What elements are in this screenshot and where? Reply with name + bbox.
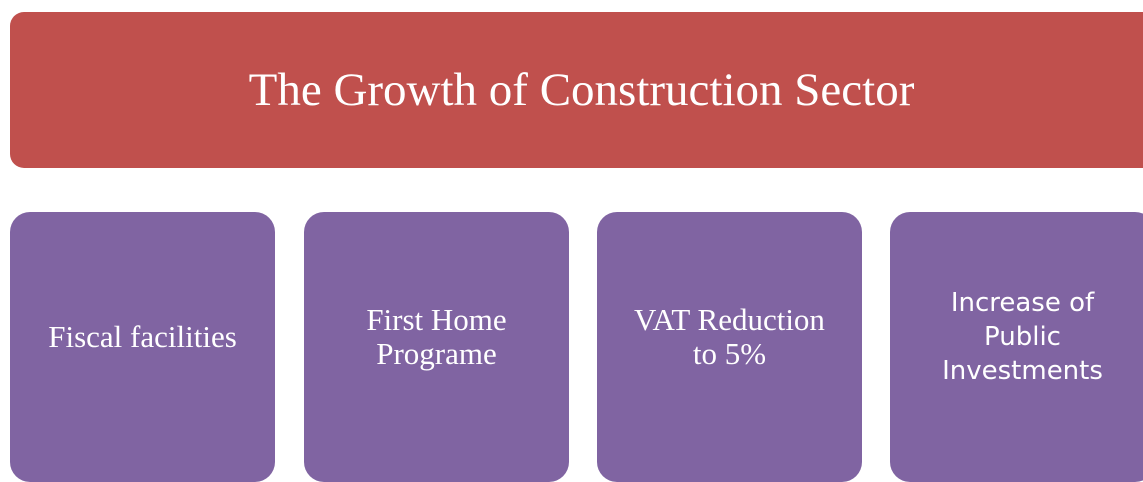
item-box: Increase of Public Investments [890,212,1143,482]
item-label: VAT Reduction [634,302,825,337]
item-label: Fiscal facilities [48,319,237,354]
item-label: Investments [942,356,1103,386]
item-box: VAT Reduction to 5% [597,212,862,482]
page: {"title": "The Growth of Construction Se… [10,12,1143,482]
item-label: Increase of [950,288,1095,318]
item-label: to 5% [692,336,767,371]
item-label: Public [984,322,1061,352]
item-label: Programe [376,336,497,371]
item-box: Fiscal facilities [10,212,275,482]
item-box: First Home Programe [304,212,569,482]
title: The Growth of Construction Sector [248,64,915,116]
item-label: First Home [366,302,507,337]
title-banner: The Growth of Construction Sector [10,12,1143,168]
